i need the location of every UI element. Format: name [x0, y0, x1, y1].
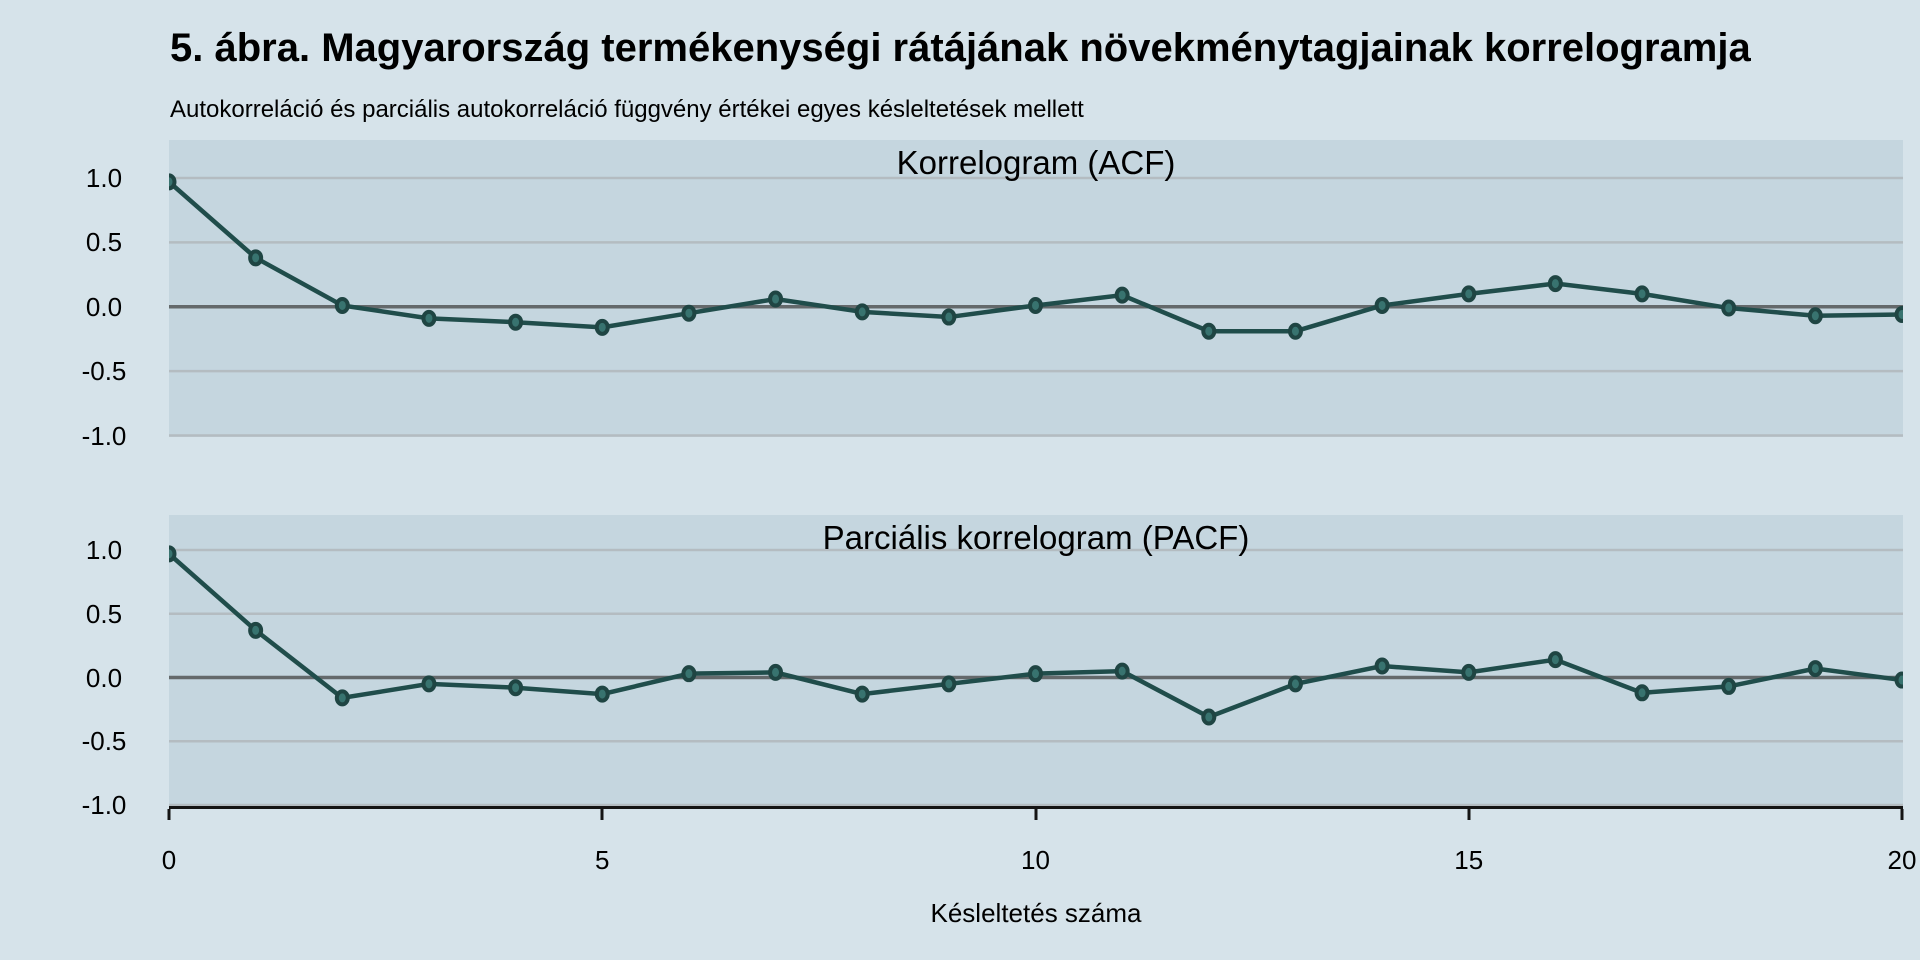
pacf-panel: Parciális korrelogram (PACF) [169, 515, 1903, 809]
data-point-marker [1028, 665, 1043, 683]
data-point-marker [248, 249, 264, 267]
data-point-marker [1634, 684, 1650, 702]
data-point-marker [1894, 305, 1903, 323]
data-point-marker [1894, 671, 1903, 689]
x-tick-label: 10 [1021, 845, 1050, 875]
x-tick-mark [600, 809, 604, 820]
data-point-marker [1721, 299, 1737, 317]
y-tick-label: 0.0 [85, 662, 123, 693]
data-point-marker [1374, 657, 1390, 675]
data-point-marker [594, 685, 610, 703]
y-tick-label: -1.0 [81, 790, 127, 820]
data-point-marker [768, 663, 784, 681]
data-point-marker [854, 685, 870, 703]
data-point-marker [1201, 322, 1217, 340]
data-point-marker [854, 303, 870, 321]
data-point-marker [681, 665, 697, 683]
data-point-marker [1374, 296, 1390, 314]
data-point-marker [1807, 660, 1823, 678]
x-tick-mark [167, 809, 171, 820]
y-tick-label: 1.0 [85, 163, 123, 193]
data-point-marker [508, 679, 524, 697]
data-point-marker [334, 296, 350, 314]
data-point-marker [768, 290, 784, 308]
data-point-marker [248, 621, 264, 639]
x-tick-mark [1900, 809, 1904, 820]
data-point-marker [508, 313, 524, 331]
y-tick-label: -0.5 [81, 726, 127, 757]
x-tick-label: 20 [1887, 845, 1917, 875]
data-point-marker [1461, 285, 1477, 303]
y-tick-label: 0.0 [85, 291, 123, 322]
data-point-marker [941, 675, 957, 693]
x-tick-mark [1034, 809, 1037, 820]
data-point-marker [169, 173, 177, 191]
data-point-marker [1634, 285, 1650, 303]
data-point-marker [1721, 677, 1737, 695]
data-point-marker [1114, 662, 1130, 680]
data-point-marker [1287, 322, 1303, 340]
data-point-marker [169, 545, 177, 563]
figure-subtitle: Autokorreláció és parciális autokorrelác… [170, 96, 1084, 123]
pacf-panel-title: Parciális korrelogram (PACF) [822, 519, 1250, 556]
x-axis-title: Késleltetés száma [930, 898, 1142, 928]
y-tick-label: -0.5 [81, 356, 127, 387]
acf-panel-title: Korrelogram (ACF) [896, 144, 1176, 181]
y-tick-label: 0.5 [85, 227, 123, 258]
data-point-marker [681, 304, 697, 322]
acf-panel: Korrelogram (ACF) [169, 140, 1903, 437]
x-tick-label: 5 [595, 845, 610, 875]
y-tick-label: -1.0 [81, 420, 127, 451]
pacf-plot [169, 545, 1903, 806]
data-point-marker [421, 309, 437, 327]
data-point-marker [1807, 307, 1823, 325]
figure-title: 5. ábra. Magyarország termékenységi rátá… [170, 26, 1751, 70]
x-tick-label: 0 [161, 845, 177, 875]
x-tick-mark [1467, 809, 1471, 820]
acf-plot [169, 173, 1903, 437]
data-point-marker [1287, 675, 1303, 693]
data-point-marker [421, 675, 437, 693]
data-point-marker [1461, 663, 1477, 681]
y-tick-label: 1.0 [85, 535, 123, 565]
data-point-marker [594, 318, 610, 336]
data-point-marker [334, 689, 350, 707]
data-point-marker [1114, 286, 1130, 304]
data-point-marker [1547, 275, 1563, 293]
data-point-marker [1201, 708, 1217, 726]
x-tick-label: 15 [1454, 845, 1484, 875]
data-point-marker [1028, 296, 1043, 314]
y-tick-label: 0.5 [85, 598, 123, 629]
data-point-marker [941, 308, 957, 326]
data-point-marker [1547, 651, 1563, 669]
